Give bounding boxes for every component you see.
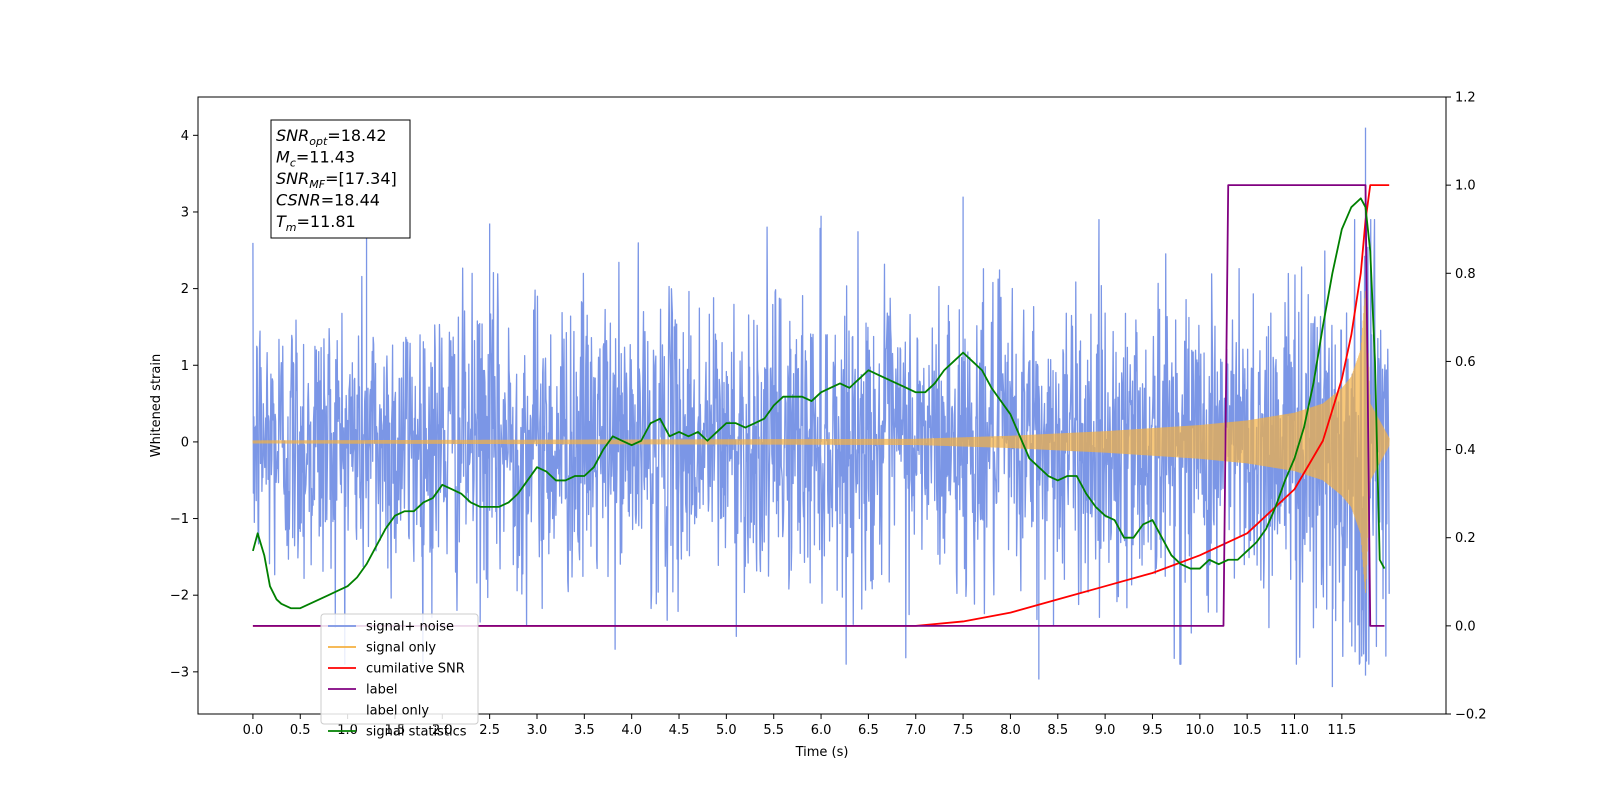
y-tick-label-right: 1.2 [1455, 91, 1476, 106]
y-tick-label-left: −1 [170, 512, 189, 527]
signal-only-series [252, 291, 1390, 593]
x-tick-label: 4.0 [621, 723, 642, 738]
legend-frame [320, 613, 479, 725]
x-tick-label: 7.5 [953, 723, 974, 738]
y-tick-label-left: 2 [181, 282, 189, 297]
signal-noise-line [252, 127, 1390, 688]
x-tick-label: 6.5 [858, 723, 879, 738]
x-tick-label: 3.0 [527, 723, 548, 738]
y-tick-label-left: −3 [170, 665, 189, 680]
stats-line: CSNR=18.44 [276, 191, 380, 210]
x-tick-label: 11.0 [1280, 723, 1309, 738]
y-axis-right: 1.2 1.0 0.8 0.6 0.4 0.2 0.0 −0.2 [1446, 91, 1487, 723]
x-axis-label: Time (s) [795, 745, 849, 760]
x-tick-label: 9.5 [1142, 723, 1163, 738]
y-tick-label-left: 3 [181, 205, 189, 220]
y-tick-label-left: −2 [170, 589, 189, 604]
legend-label: signal only [366, 641, 436, 656]
legend-label: cumilative SNR [366, 662, 465, 677]
x-tick-label: 9.0 [1095, 723, 1116, 738]
stats-annotation-box: SNRopt=18.42Mc=11.43SNRMF=[17.34]CSNR=18… [270, 119, 411, 239]
x-tick-label: 4.5 [669, 723, 690, 738]
x-tick-label: 7.0 [905, 723, 926, 738]
plot-frame [197, 96, 1447, 715]
y-tick-label-right: 0.0 [1455, 619, 1476, 634]
y-tick-label-right: −0.2 [1455, 708, 1487, 723]
x-tick-label: 5.5 [763, 723, 784, 738]
legend: signal+ noise signal only cumilative SNR la… [320, 613, 479, 740]
x-tick-label: 2.5 [479, 723, 500, 738]
plot-area [252, 127, 1390, 688]
stats-line: SNRMF=[17.34] [276, 169, 397, 191]
y-tick-label-left: 1 [181, 359, 189, 374]
legend-label: label only [366, 704, 429, 719]
y-tick-label-left: 4 [181, 129, 189, 144]
stats-line: Mc=11.43 [276, 148, 355, 170]
x-tick-label: 10.5 [1233, 723, 1262, 738]
y-tick-label-right: 0.6 [1455, 355, 1476, 370]
x-tick-label: 2.0 [432, 723, 453, 738]
x-tick-label: 1.5 [385, 723, 406, 738]
y-tick-label-left: 0 [181, 435, 189, 450]
x-tick-label: 11.5 [1327, 723, 1356, 738]
stats-line: SNRopt=18.42 [276, 126, 387, 148]
x-tick-label: 8.0 [1000, 723, 1021, 738]
signal-noise-series [252, 127, 1390, 688]
y-axis-left: 4 3 2 1 0 −1 −2 −3 [170, 129, 198, 680]
x-tick-label: 0.5 [290, 723, 311, 738]
stats-line: Tm=11.81 [276, 212, 356, 234]
x-tick-label: 8.5 [1047, 723, 1068, 738]
legend-label: label [366, 683, 397, 698]
y-tick-label-right: 0.4 [1455, 443, 1476, 458]
signal-statistics-line [252, 197, 1386, 610]
stats-box-frame [270, 119, 411, 239]
x-axis: 0.0 0.5 1.0 1.5 2.0 2.5 3.0 3.5 4.0 4.5 5.0 5.5 6.0 6… [243, 714, 1356, 738]
x-tick-label: 5.0 [716, 723, 737, 738]
x-tick-label: 6.0 [811, 723, 832, 738]
y-tick-label-right: 0.8 [1455, 267, 1476, 282]
label-line [252, 184, 1385, 627]
x-tick-label: 10.0 [1185, 723, 1214, 738]
y-axis-label: Whitened strain [149, 354, 164, 457]
signal-only-line [252, 291, 1390, 593]
legend-label: signal+ noise [366, 620, 454, 635]
y-tick-label-right: 1.0 [1455, 179, 1476, 194]
line-series-layer [252, 184, 1390, 627]
x-tick-label: 3.5 [574, 723, 595, 738]
x-tick-label: 0.0 [243, 723, 264, 738]
y-tick-label-right: 0.2 [1455, 531, 1476, 546]
legend-label: signal statistics [366, 725, 467, 740]
